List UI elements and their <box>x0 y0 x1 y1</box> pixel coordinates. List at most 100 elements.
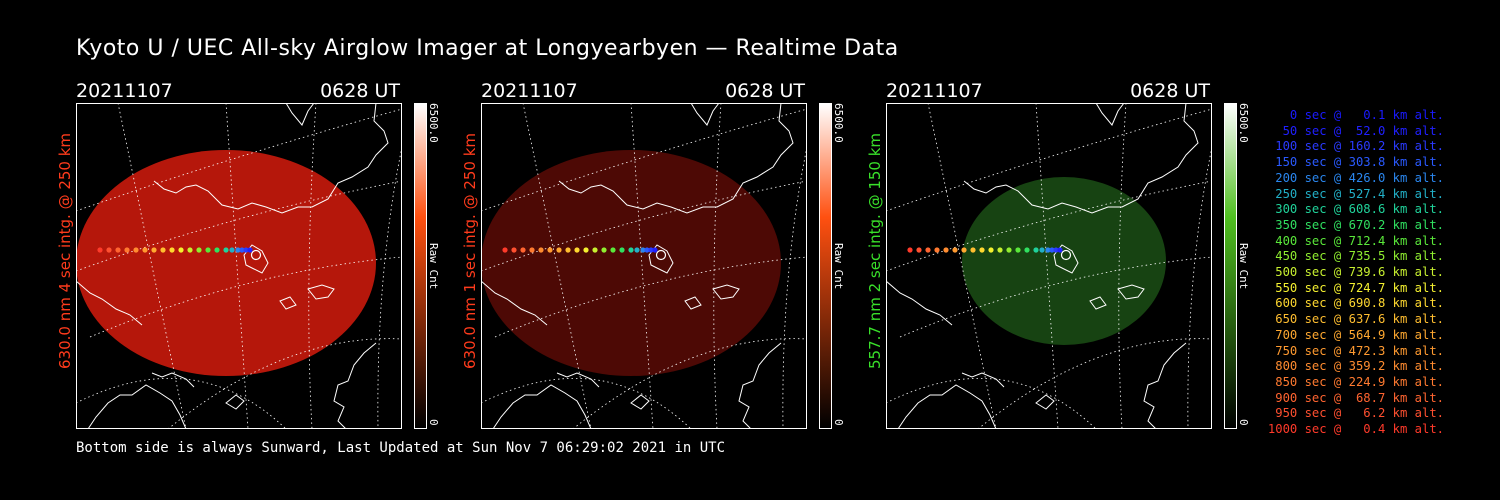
track-point <box>529 247 535 253</box>
track-point <box>106 247 112 253</box>
track-point <box>943 247 949 253</box>
track-point <box>628 247 634 253</box>
track-point <box>907 247 913 253</box>
panel-2-ylabel: 630.0 nm 1 sec intg. @ 250 km <box>461 132 479 369</box>
panel-1-colorbar <box>414 103 427 429</box>
track-point <box>1015 247 1021 253</box>
track-point <box>520 247 526 253</box>
station-marker <box>250 249 262 261</box>
legend-row: 50 sec @ 52.0 km alt. <box>1282 123 1444 138</box>
legend-row: 550 sec @ 724.7 km alt. <box>1275 280 1444 295</box>
track-point <box>592 247 598 253</box>
track-point <box>187 247 193 253</box>
panel-3-colorbar-min: 0 <box>1237 419 1250 426</box>
panel-3-colorbar-unit: Raw Cnt <box>1237 243 1250 290</box>
track-point <box>178 247 184 253</box>
legend-row: 800 sec @ 359.2 km alt. <box>1275 359 1444 374</box>
panel-2-colorbar-unit: Raw Cnt <box>832 243 845 290</box>
legend-row: 300 sec @ 608.6 km alt. <box>1275 202 1444 217</box>
panel-2-colorbar-min: 0 <box>832 419 845 426</box>
coastlines <box>76 103 389 429</box>
track-point <box>925 247 931 253</box>
panel-2-allsky-image <box>481 103 807 429</box>
panel-3-time: 0628 UT <box>1130 80 1210 102</box>
track-point <box>169 247 175 253</box>
track-point <box>601 247 607 253</box>
satellite-track <box>97 247 262 261</box>
station-marker <box>1060 249 1072 261</box>
station-marker <box>655 249 667 261</box>
track-point <box>988 247 994 253</box>
coastlines <box>481 103 794 429</box>
panel-1-allsky-image <box>76 103 402 429</box>
track-point <box>502 247 508 253</box>
track-point <box>97 247 103 253</box>
panel-2-colorbar <box>819 103 832 429</box>
track-point <box>574 247 580 253</box>
track-point <box>511 247 517 253</box>
legend-row: 650 sec @ 637.6 km alt. <box>1275 312 1444 327</box>
legend-row: 350 sec @ 670.2 km alt. <box>1275 217 1444 232</box>
track-point <box>239 247 245 253</box>
panel-1-colorbar-min: 0 <box>427 419 440 426</box>
track-point <box>634 247 640 253</box>
panel-3-colorbar <box>1224 103 1237 429</box>
legend-row: 850 sec @ 224.9 km alt. <box>1275 374 1444 389</box>
panel-frame <box>886 103 1212 429</box>
legend-row: 400 sec @ 712.4 km alt. <box>1275 233 1444 248</box>
track-point <box>247 247 253 253</box>
legend-row: 150 sec @ 303.8 km alt. <box>1275 155 1444 170</box>
track-point <box>196 247 202 253</box>
coastlines <box>886 103 1199 429</box>
track-point <box>214 247 220 253</box>
track-point <box>547 247 553 253</box>
legend-row: 250 sec @ 527.4 km alt. <box>1275 186 1444 201</box>
track-point <box>1053 247 1059 253</box>
track-point <box>1024 247 1030 253</box>
track-point <box>952 247 958 253</box>
legend-row: 700 sec @ 564.9 km alt. <box>1275 327 1444 342</box>
track-point <box>133 247 139 253</box>
track-point <box>979 247 985 253</box>
track-point <box>934 247 940 253</box>
track-point <box>997 247 1003 253</box>
page-title: Kyoto U / UEC All-sky Airglow Imager at … <box>76 36 899 61</box>
legend-row: 950 sec @ 6.2 km alt. <box>1275 406 1444 421</box>
satellite-track <box>502 247 667 261</box>
track-point <box>1049 247 1055 253</box>
track-point <box>565 247 571 253</box>
trajectory-legend: 0 sec @ 0.1 km alt. 50 sec @ 52.0 km alt.… <box>1262 108 1444 438</box>
track-point <box>235 247 241 253</box>
track-point <box>243 247 249 253</box>
panel-1-colorbar-max: 6500.0 <box>427 103 440 143</box>
track-point <box>619 247 625 253</box>
track-point <box>610 247 616 253</box>
footer-note: Bottom side is always Sunward, Last Upda… <box>76 440 726 456</box>
panel-3-date: 20211107 <box>886 80 983 102</box>
track-point <box>124 247 130 253</box>
panel-1-time: 0628 UT <box>320 80 400 102</box>
track-point <box>160 247 166 253</box>
track-point <box>648 247 654 253</box>
panel-1-ylabel: 630.0 nm 4 sec intg. @ 250 km <box>56 132 74 369</box>
panel-2-date: 20211107 <box>481 80 578 102</box>
track-point <box>223 247 229 253</box>
track-point <box>583 247 589 253</box>
legend-row: 600 sec @ 690.8 km alt. <box>1275 296 1444 311</box>
legend-row: 100 sec @ 160.2 km alt. <box>1275 139 1444 154</box>
track-point <box>229 247 235 253</box>
track-point <box>961 247 967 253</box>
legend-row: 750 sec @ 472.3 km alt. <box>1275 343 1444 358</box>
track-point <box>1057 247 1063 253</box>
legend-row: 900 sec @ 68.7 km alt. <box>1275 390 1444 405</box>
legend-row: 1000 sec @ 0.4 km alt. <box>1267 422 1444 437</box>
panel-1-date: 20211107 <box>76 80 173 102</box>
panel-frame <box>481 103 807 429</box>
graticule <box>481 103 807 429</box>
track-point <box>205 247 211 253</box>
track-point <box>538 247 544 253</box>
track-point <box>644 247 650 253</box>
panel-3-ylabel: 557.7 nm 2 sec intg. @ 150 km <box>866 132 884 369</box>
track-point <box>970 247 976 253</box>
track-point <box>115 247 121 253</box>
